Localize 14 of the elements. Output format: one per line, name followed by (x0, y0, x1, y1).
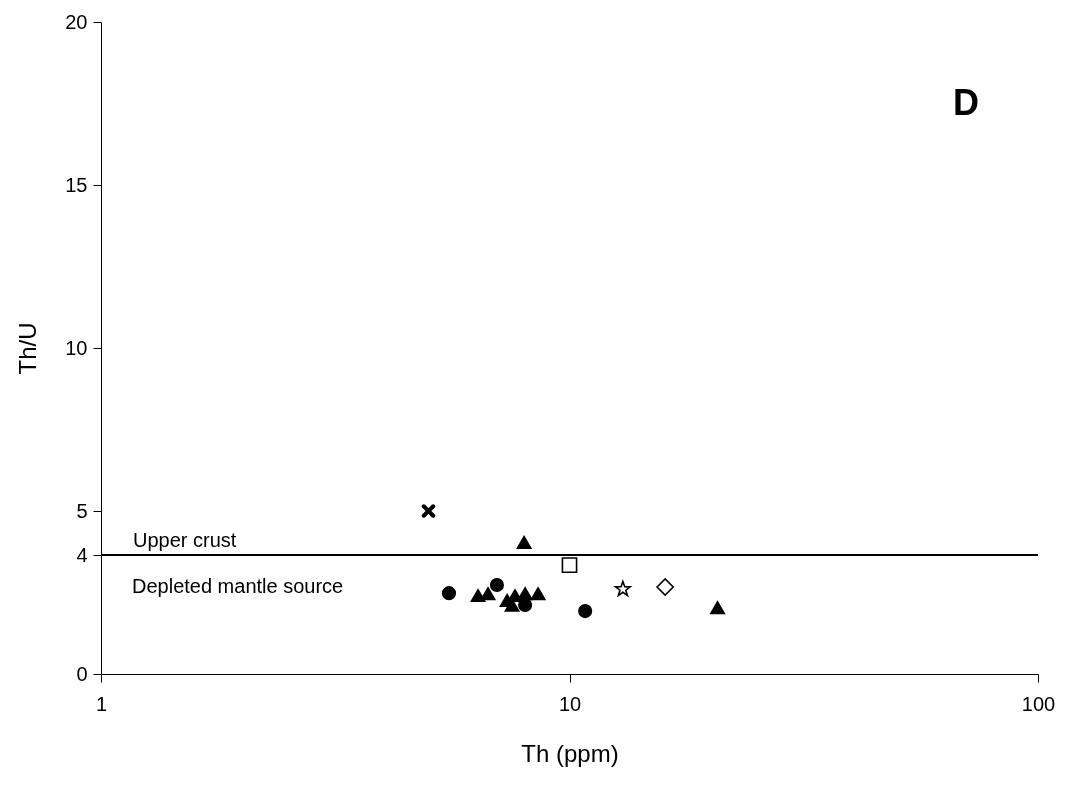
x-axis-title: Th (ppm) (521, 739, 619, 767)
y-tick-label: 20 (65, 10, 88, 33)
y-tick-label: 0 (76, 662, 88, 685)
x-tick-label: 10 (558, 692, 582, 715)
x-tick-label: 100 (1021, 692, 1056, 715)
y-tick-label: 15 (65, 173, 88, 196)
y-tick-label: 4 (76, 543, 88, 566)
ref-line-label: Upper crust (133, 529, 237, 552)
y-tick-label: 10 (65, 336, 88, 359)
y-axis-title: Th/U (14, 322, 42, 375)
annotation: Depleted mantle source (132, 575, 344, 597)
y-tick-label: 5 (76, 499, 88, 522)
annotation: D (953, 82, 979, 123)
x-tick-label: 1 (95, 692, 108, 715)
